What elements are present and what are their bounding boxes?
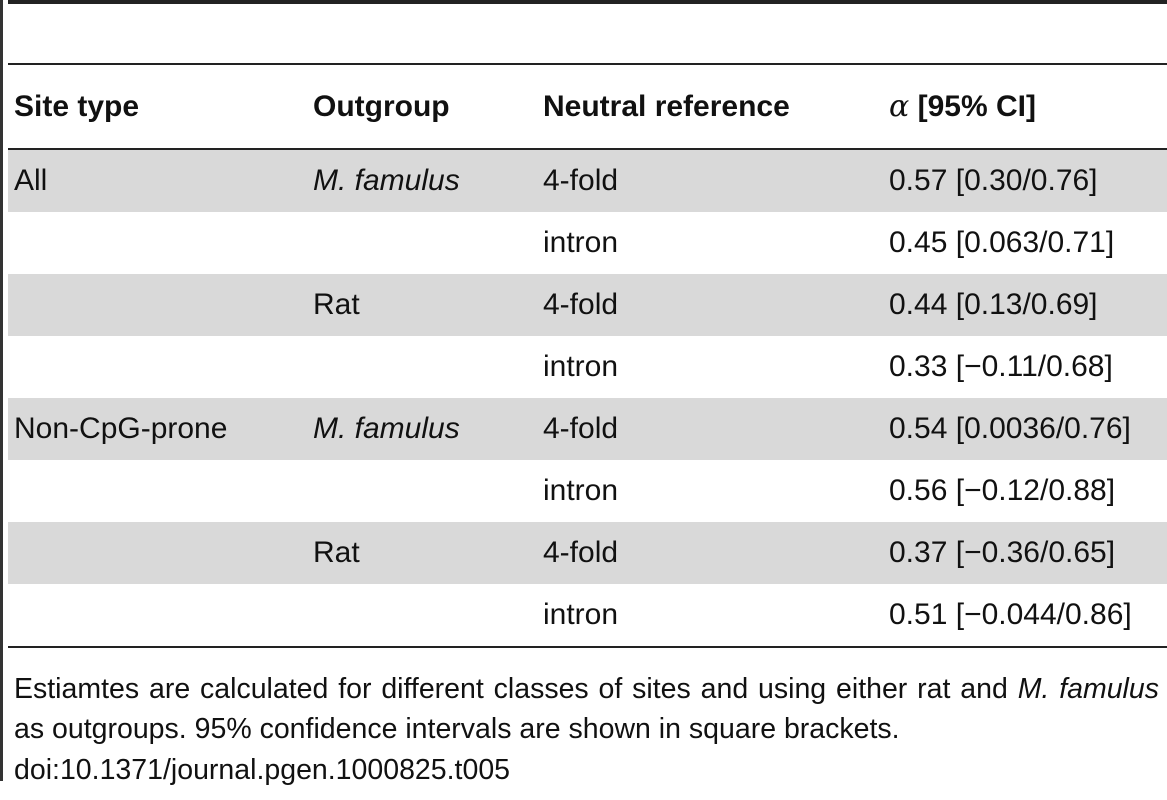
alpha-estimates-table: Site type Outgroup Neutral reference α [… xyxy=(8,65,1167,648)
cell-outgroup: Rat xyxy=(307,274,537,336)
ci-value: [0.13/0.69] xyxy=(955,288,1098,321)
cell-site-type xyxy=(8,212,307,274)
alpha-value: 0.37 xyxy=(889,536,948,569)
cell-outgroup xyxy=(307,336,537,398)
table-row: intron 0.45 [0.063/0.71] xyxy=(8,212,1167,274)
header-alpha-ci: α [95% CI] xyxy=(883,65,1167,150)
header-neutral-reference: Neutral reference xyxy=(537,65,883,150)
cell-neutral-reference: 4-fold xyxy=(537,274,883,336)
table-footnote: Estiamtes are calculated for different c… xyxy=(14,669,1159,749)
cell-alpha-ci: 0.51 [−0.044/0.86] xyxy=(883,584,1167,648)
cell-alpha-ci: 0.56 [−0.12/0.88] xyxy=(883,460,1167,522)
alpha-value: 0.51 xyxy=(889,598,948,631)
alpha-value: 0.44 xyxy=(889,288,948,321)
cell-neutral-reference: intron xyxy=(543,350,619,383)
cell-alpha-ci: 0.33 [−0.11/0.68] xyxy=(883,336,1167,398)
cell-alpha-ci: 0.44 [0.13/0.69] xyxy=(883,274,1167,336)
ci-value: [−0.044/0.86] xyxy=(955,598,1132,631)
cell-outgroup xyxy=(307,460,537,522)
table-row: intron 0.33 [−0.11/0.68] xyxy=(8,336,1167,398)
cell-neutral-reference: intron xyxy=(543,474,619,507)
alpha-value: 0.56 xyxy=(889,474,948,507)
header-outgroup: Outgroup xyxy=(307,65,537,150)
table-top-rule xyxy=(8,63,1167,65)
alpha-value: 0.54 xyxy=(889,412,948,445)
table-row: All M. famulus 4-fold 0.57 [0.30/0.76] xyxy=(8,149,1167,212)
cell-outgroup: Rat xyxy=(307,522,537,584)
cell-site-type xyxy=(8,274,307,336)
cell-site-type xyxy=(8,584,307,648)
table-row: intron 0.51 [−0.044/0.86] xyxy=(8,584,1167,648)
cell-outgroup: M. famulus xyxy=(307,149,537,212)
table-row: intron 0.56 [−0.12/0.88] xyxy=(8,460,1167,522)
cell-site-type: All xyxy=(8,149,307,212)
cell-alpha-ci: 0.45 [0.063/0.71] xyxy=(883,212,1167,274)
table-row: Rat 4-fold 0.44 [0.13/0.69] xyxy=(8,274,1167,336)
cell-outgroup xyxy=(307,584,537,648)
ci-value: [−0.11/0.68] xyxy=(955,350,1113,383)
footnote-part-1: Estiamtes are calculated for different c… xyxy=(14,673,1018,705)
cell-alpha-ci: 0.57 [0.30/0.76] xyxy=(883,149,1167,212)
table-row: Non-CpG-prone M. famulus 4-fold 0.54 [0.… xyxy=(8,398,1167,460)
footnote-text: Estiamtes are calculated for different c… xyxy=(14,669,1159,749)
ci-value: [−0.36/0.65] xyxy=(955,536,1116,569)
cell-outgroup: M. famulus xyxy=(307,398,537,460)
ci-value: [−0.12/0.88] xyxy=(955,474,1116,507)
header-site-type: Site type xyxy=(8,65,307,150)
ci-value: [0.063/0.71] xyxy=(955,226,1115,259)
cell-site-type xyxy=(8,522,307,584)
cell-alpha-ci: 0.37 [−0.36/0.65] xyxy=(883,522,1167,584)
header-ci-label: [95% CI] xyxy=(917,90,1036,123)
cell-site-type xyxy=(8,336,307,398)
alpha-value: 0.33 xyxy=(889,350,948,383)
cell-neutral-reference: 4-fold xyxy=(537,398,883,460)
footnote-species: M. famulus xyxy=(1017,673,1159,705)
alpha-symbol: α xyxy=(889,89,910,124)
results-table-container: Site type Outgroup Neutral reference α [… xyxy=(8,63,1167,648)
cell-neutral-reference: 4-fold xyxy=(537,149,883,212)
alpha-value: 0.45 xyxy=(889,226,948,259)
ci-value: [0.30/0.76] xyxy=(955,164,1098,197)
cell-site-type xyxy=(8,460,307,522)
doi-link[interactable]: doi:10.1371/journal.pgen.1000825.t005 xyxy=(14,754,511,786)
cell-neutral-reference: intron xyxy=(543,226,619,259)
table-header-row: Site type Outgroup Neutral reference α [… xyxy=(8,65,1167,150)
top-border-bar xyxy=(8,0,1167,4)
cell-outgroup xyxy=(307,212,537,274)
table-row: Rat 4-fold 0.37 [−0.36/0.65] xyxy=(8,522,1167,584)
cell-neutral-reference: intron xyxy=(537,584,883,648)
ci-value: [0.0036/0.76] xyxy=(955,412,1131,445)
footnote-part-2: as outgroups. 95% confidence intervals a… xyxy=(14,713,900,745)
cell-neutral-reference: 4-fold xyxy=(537,522,883,584)
cell-alpha-ci: 0.54 [0.0036/0.76] xyxy=(883,398,1167,460)
cell-site-type: Non-CpG-prone xyxy=(8,398,307,460)
left-margin-rule xyxy=(0,0,3,781)
alpha-value: 0.57 xyxy=(889,164,948,197)
